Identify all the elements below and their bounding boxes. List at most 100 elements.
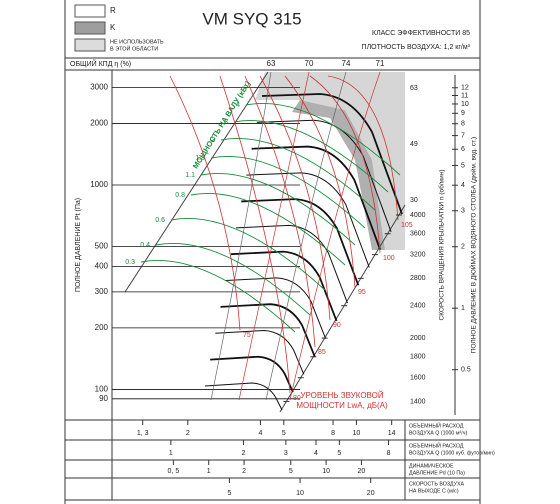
x-axis-label: СКОРОСТЬ ВОЗДУХА <box>409 481 465 487</box>
power-curve <box>190 193 346 266</box>
noise-label: МОЩНОСТИ LwA, дБ(А) <box>296 401 388 410</box>
power-curve <box>200 173 356 246</box>
speed-label: СКОРОСТЬ ВРАЩЕНИЯ КРЫЛЬЧАТКИ n (об/мин) <box>438 170 446 321</box>
y2-tick-label: 4 <box>461 182 465 189</box>
y2-tick-label: 10 <box>461 101 469 108</box>
noise-value: 100 <box>383 255 395 262</box>
y2-tick-label: 2 <box>461 244 465 251</box>
x-axis-label: ДАВЛЕНИЕ Pd (10 Па) <box>409 470 465 476</box>
x-tick-label: 14 <box>388 430 396 437</box>
y2-tick-label: 7 <box>461 132 465 139</box>
speed-tick-label: 1800 <box>410 354 426 361</box>
x-tick-label: 2 <box>241 450 245 457</box>
speed-tick-label: 4000 <box>410 212 426 219</box>
efficiency-value: 70 <box>305 59 314 68</box>
legend-label: НЕ ИСПОЛЬЗОВАТЬ <box>110 39 164 45</box>
efficiency-curve <box>265 71 347 401</box>
y2-tick-label: 0.5 <box>461 367 471 374</box>
x-tick-label: 5 <box>282 430 286 437</box>
y-tick-label: 2000 <box>90 119 108 128</box>
y2-tick-label: 9 <box>461 110 465 117</box>
power-value: 0.8 <box>175 192 185 199</box>
y-tick-label: 500 <box>95 242 109 251</box>
x-tick-label: 10 <box>296 490 304 497</box>
speed-tick-label: 2400 <box>410 303 426 310</box>
power-value: 0.4 <box>140 242 150 249</box>
power-value: 0.3 <box>125 259 135 266</box>
legend-label: K <box>110 23 116 32</box>
legend-swatch <box>74 38 106 52</box>
x-tick-label: 1, 3 <box>137 430 149 437</box>
power-value: 4 <box>236 102 240 109</box>
legend-label: R <box>110 6 116 15</box>
noise-value: 80 <box>293 395 301 402</box>
x-tick-label: 1 <box>169 450 173 457</box>
x-axis-label: ДИНАМИЧЕСКОЕ <box>409 463 454 469</box>
fan-curve <box>251 145 382 250</box>
x-tick-label: 8 <box>387 450 391 457</box>
power-value: 1.5 <box>195 155 205 162</box>
efficiency-curve <box>289 71 381 401</box>
fan-curve <box>210 355 294 393</box>
frame <box>64 0 481 504</box>
noise-label: УРОВЕНЬ ЗВУКОВОЙ <box>300 391 383 400</box>
y2-tick-label: 6 <box>461 146 465 153</box>
speed-tick-label: 3200 <box>410 251 426 258</box>
power-curve <box>155 243 311 316</box>
x-axis-label: ОБЪЕМНЫЙ РАСХОД <box>409 421 464 429</box>
x-tick-label: 8 <box>331 430 335 437</box>
speed-tick-label: 1400 <box>410 398 426 405</box>
power-curve <box>170 218 326 291</box>
power-value: 2 <box>211 137 215 144</box>
fan-curve <box>225 277 327 339</box>
x-tick-label: 3 <box>284 450 288 457</box>
efficiency-curve <box>238 71 310 401</box>
x-axis-label: ОБЪЕМНЫЙ РАСХОД <box>409 441 464 449</box>
noise-curve <box>169 75 241 331</box>
x-tick-label: 2 <box>186 430 190 437</box>
fan-curve <box>236 224 348 304</box>
noise-curve <box>309 75 381 254</box>
y-tick-label: 1000 <box>90 180 108 189</box>
x-tick-label: 2 <box>242 468 246 475</box>
legend-swatch <box>74 21 106 35</box>
legend-label: В ЭТОЙ ОБЛАСТИ <box>110 44 158 52</box>
noise-curve <box>259 75 331 321</box>
noise-curve <box>219 75 291 394</box>
x-axis-label: ВОЗДУХА Q (1000 куб. футов/мин) <box>409 450 495 456</box>
x-tick-label: 1 <box>207 468 211 475</box>
y2-tick-label: 5 <box>461 162 465 169</box>
power-curve <box>245 103 401 176</box>
efficiency-curve <box>210 71 272 401</box>
y2-tick-label: 11 <box>461 92 468 99</box>
y-tick-label: 300 <box>95 287 109 296</box>
fan-curve <box>220 303 316 357</box>
x-axis-label: НА ВЫХОДЕ C (м/с) <box>409 488 459 494</box>
speed-tick-label: 3600 <box>410 231 426 238</box>
y2-tick-label: 1 <box>461 305 465 312</box>
speed-tick-label: 2800 <box>410 275 426 282</box>
power-value: 0.6 <box>155 217 165 224</box>
y2-axis-label: ПОЛНОЕ ДАВЛЕНИЕ В ДЮЙМАХ ВОДЯНОГО СТОЛБА… <box>469 137 478 353</box>
efficiency-value: 63 <box>267 59 276 68</box>
noise-value: 95 <box>358 289 366 296</box>
noise-curve <box>244 75 316 348</box>
y-tick-label: 100 <box>95 385 109 394</box>
x-tick-label: 20 <box>367 490 375 497</box>
x-tick-label: 5 <box>337 450 341 457</box>
x-tick-label: 10 <box>322 468 330 475</box>
y-tick-label: 90 <box>99 394 108 403</box>
noise-curve <box>327 75 399 221</box>
power-curve <box>140 260 296 333</box>
power-value: 1.1 <box>185 172 195 179</box>
side-value: 63 <box>410 85 418 92</box>
power-curve <box>233 120 389 193</box>
boundary-line <box>124 71 269 293</box>
x-tick-label: 10 <box>353 430 361 437</box>
efficiency-label: ОБЩИЙ КПД η (%) <box>70 59 131 68</box>
x-tick-label: 5 <box>289 468 293 475</box>
fan-curve <box>204 382 283 411</box>
efficiency-value: 71 <box>376 59 385 68</box>
chart-title: VM SYQ 315 <box>202 9 301 28</box>
